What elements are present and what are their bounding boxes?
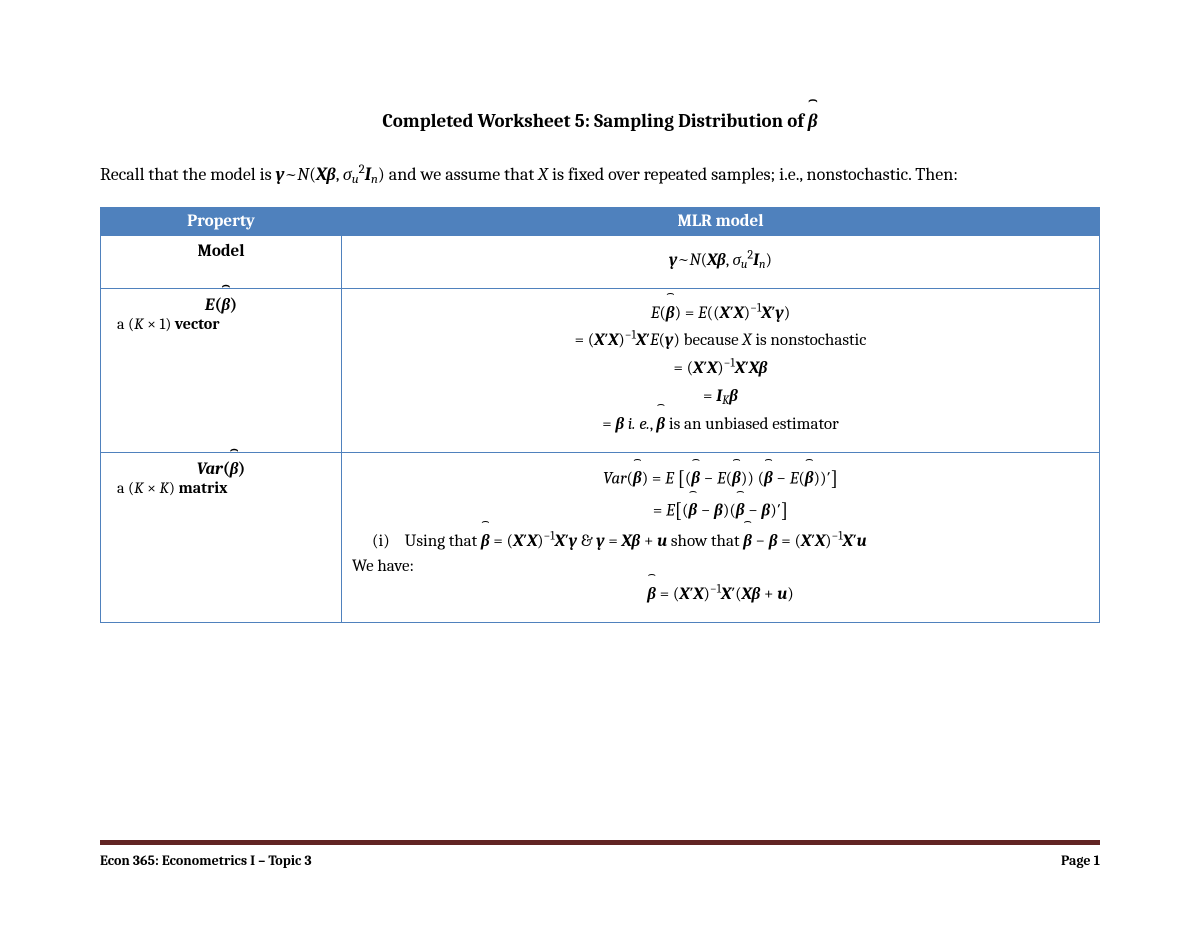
mlr-cell: Var(β⌢) = E [(β⌢ − E(β⌢)) (β⌢ − E(β⌢))′]…	[342, 452, 1100, 622]
mlr-cell: E(β⌢) = E((X′X)−1X′y) = (X′X)−1X′E(y) bec…	[342, 288, 1100, 452]
properties-table: Property MLR model Model y~N(Xβ, σu2In) E(…	[100, 207, 1100, 623]
equation-line: E(β⌢) = E((X′X)−1X′y)	[352, 303, 1089, 323]
equation-line: y~N(Xβ, σu2In)	[352, 250, 1089, 270]
property-cell: Var(β⌢)a (K × K) matrix	[101, 452, 342, 622]
intro-X: X	[538, 164, 548, 185]
equation-line: = β i. e., β⌢ is an unbiased estimator	[352, 414, 1089, 434]
table-row: Model y~N(Xβ, σu2In)	[101, 235, 1100, 288]
footer-rule	[100, 840, 1100, 845]
equation-line: We have:	[352, 557, 1089, 576]
th-property: Property	[101, 207, 342, 235]
page: Completed Worksheet 5: Sampling Distribu…	[0, 0, 1200, 927]
equation-line: = (X′X)−1X′Xβ	[352, 358, 1089, 378]
mlr-cell: y~N(Xβ, σu2In)	[342, 235, 1100, 288]
intro-paragraph: Recall that the model is y~N(Xβ, σu2In) …	[100, 161, 1100, 189]
footer-left: Econ 365: Econometrics I – Topic 3	[100, 852, 312, 869]
equation-line: Var(β⌢) = E [(β⌢ − E(β⌢)) (β⌢ − E(β⌢))′]	[352, 467, 1089, 491]
property-cell: E(β⌢)a (K × 1) vector	[101, 288, 342, 452]
th-mlr: MLR model	[342, 207, 1100, 235]
page-title: Completed Worksheet 5: Sampling Distribu…	[100, 110, 1100, 133]
property-sub: a (K × K) matrix	[111, 479, 331, 497]
property-cell: Model	[101, 235, 342, 288]
title-text: Completed Worksheet 5: Sampling Distribu…	[382, 110, 808, 132]
property-sub: a (K × 1) vector	[111, 315, 331, 333]
intro-part3: is fixed over repeated samples; i.e., no…	[548, 164, 958, 185]
property-main: E(β⌢)	[111, 295, 331, 315]
table-row: Var(β⌢)a (K × K) matrixVar(β⌢) = E [(β⌢ …	[101, 452, 1100, 622]
title-betahat: β⌢	[808, 110, 818, 132]
equation-line: β⌢ = (X′X)−1X′(Xβ + u)	[352, 584, 1089, 604]
property-main: Var(β⌢)	[111, 459, 331, 479]
table-header-row: Property MLR model	[101, 207, 1100, 235]
table-row: E(β⌢)a (K × 1) vectorE(β⌢) = E((X′X)−1X′…	[101, 288, 1100, 452]
intro-part1: Recall that the model is	[100, 164, 276, 185]
table-body: Model y~N(Xβ, σu2In) E(β⌢)a (K × 1) vector…	[101, 235, 1100, 622]
equation-line: (i) Using that β⌢ = (X′X)−1X′y & y = Xβ …	[352, 531, 1089, 551]
property-main: Model	[111, 242, 331, 261]
intro-part2: and we assume that	[385, 164, 538, 185]
footer-right: Page 1	[1061, 852, 1100, 869]
equation-line: = (X′X)−1X′E(y) because X is nonstochast…	[352, 331, 1089, 350]
equation-line: = IKβ	[352, 386, 1089, 406]
intro-model: y~N(Xβ, σu2In)	[276, 164, 385, 185]
equation-line: = E[(β⌢ − β)(β⌢ − β)′]	[352, 499, 1089, 523]
footer-row: Econ 365: Econometrics I – Topic 3 Page …	[100, 852, 1100, 869]
